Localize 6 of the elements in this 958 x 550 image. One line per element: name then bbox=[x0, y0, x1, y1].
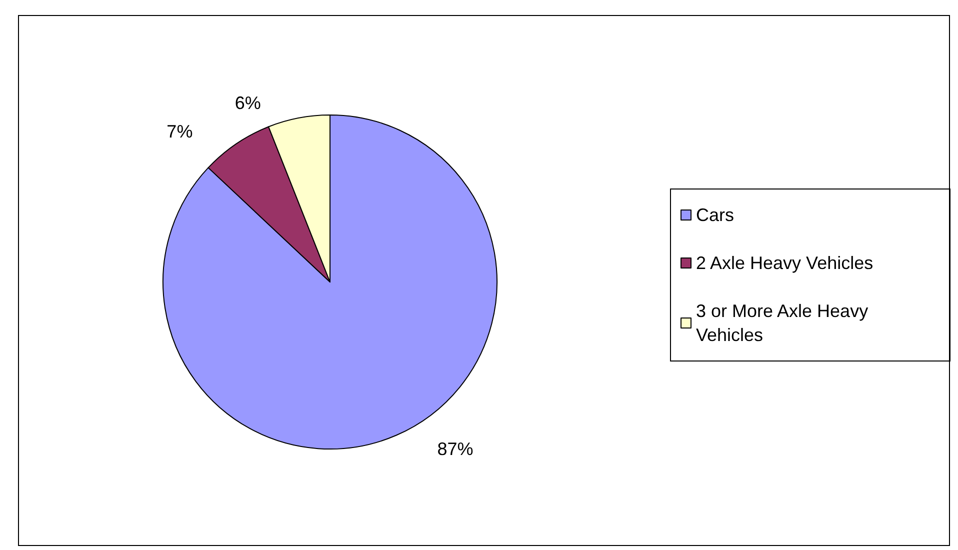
data-label: 7% bbox=[166, 121, 193, 142]
legend-label: 3 or More Axle Heavy Vehicles bbox=[696, 301, 874, 345]
data-label: 87% bbox=[437, 439, 474, 460]
legend-label: Cars bbox=[696, 205, 734, 225]
legend-label: 2 Axle Heavy Vehicles bbox=[696, 253, 874, 273]
data-label: 6% bbox=[234, 93, 261, 114]
